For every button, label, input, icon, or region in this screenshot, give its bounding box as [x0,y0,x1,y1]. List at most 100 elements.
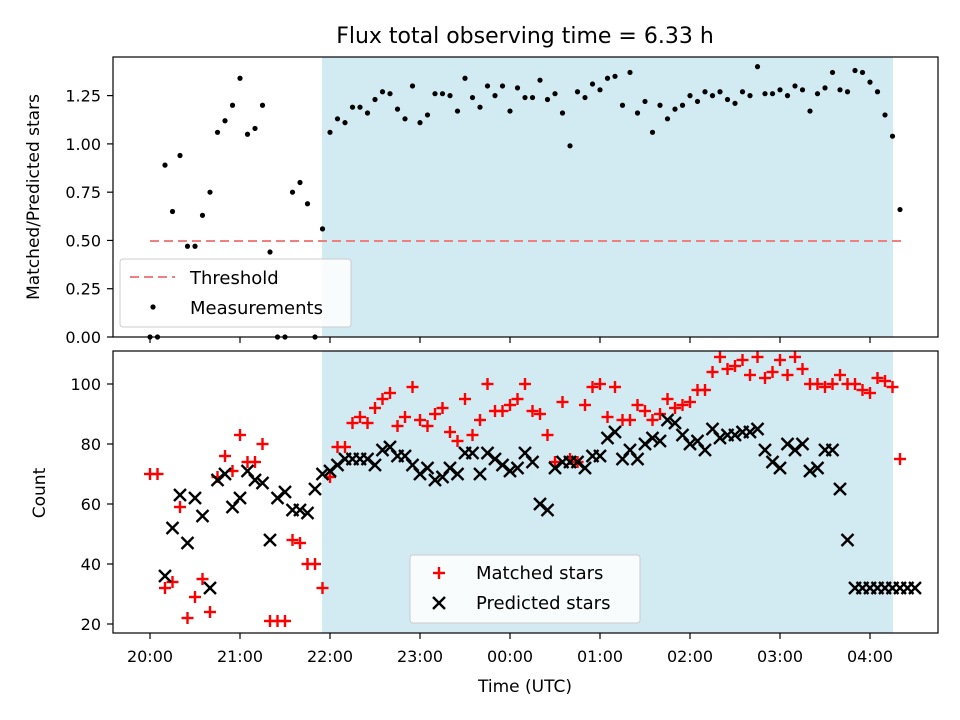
measurement-point [492,93,498,99]
measurement-point [222,118,228,124]
matched-star-point [196,573,209,585]
measurement-point [334,116,341,122]
measurement-point [199,212,206,218]
predicted-star-point [195,509,210,523]
matched-star-point [699,384,711,396]
matched-star-point [459,393,471,405]
measurement-point [807,108,813,114]
measurement-point [747,93,753,99]
predicted-star-point [630,452,645,466]
matched-star-point [279,615,291,627]
measurement-point [544,96,551,103]
matched-star-point [864,387,876,399]
matched-star-point [406,381,419,393]
top-y-axis: 0.00 0.25 0.50 0.75 1.00 1.25 [65,87,113,347]
matched-star-point [174,501,186,513]
predicted-star-point [293,503,307,517]
matched-star-point [384,387,396,399]
measurement-point [874,89,881,95]
matched-star-point [676,399,689,411]
measurement-point [567,143,573,149]
measurement-point [597,87,603,93]
predicted-star-point [263,533,277,547]
measurement-point [319,226,326,232]
predicted-star-point [180,536,195,550]
measurement-point [372,96,378,103]
predicted-star-point [173,488,187,502]
measurement-point [402,116,408,122]
legend-measurements-label: Measurements [190,298,323,319]
predicted-star-point [450,467,465,481]
measurement-point [627,69,633,76]
predicted-star-point [203,581,217,595]
predicted-star-point [810,461,825,475]
measurement-point [237,75,243,81]
predicted-star-point [908,581,922,595]
predicted-star-point [525,455,540,469]
measurement-point [297,179,303,186]
bottom-y-tick-label: 80 [81,435,101,454]
bottom-y-tick-label: 20 [81,615,101,634]
measurement-point [687,93,693,99]
measurement-point [769,91,776,97]
top-y-tick-label: 1.25 [65,87,101,106]
measurement-point [822,85,828,91]
matched-star-point [766,366,779,378]
matched-star-point [181,612,194,624]
predicted-star-point [593,449,607,463]
matched-star-point [339,441,351,453]
predicted-star-point [375,443,390,457]
top-y-tick-label: 0.25 [65,280,101,299]
measurement-point [447,93,453,99]
matched-star-point [166,576,179,588]
measurement-point [799,87,806,93]
matched-star-point [399,411,411,423]
predicted-star-point [510,461,525,475]
predicted-star-point [668,416,682,430]
matched-star-point [429,408,441,420]
predicted-star-point [420,461,435,475]
predicted-star-point [758,443,772,457]
matched-star-point [594,378,606,390]
predicted-star-point [503,464,517,478]
measurement-point [259,102,266,108]
predicted-star-point [578,461,592,475]
matched-star-point [579,399,591,411]
matched-star-point [474,414,486,426]
measurement-point [604,75,611,81]
matched-star-point [684,396,696,408]
matched-star-point [346,417,359,429]
matched-star-point [894,453,906,465]
predicted-star-point [803,464,817,478]
measurement-point [162,162,168,168]
x-tick-label: 01:00 [577,647,623,666]
measurement-point [357,104,363,110]
legend-matched-swatch [433,567,445,579]
matched-star-point [601,411,614,423]
measurement-point [814,91,821,97]
top-legend: Threshold Measurements [119,258,352,328]
measurement-point [694,98,701,105]
matched-star-point [256,438,269,450]
measurement-point [762,91,768,97]
matched-star-point [781,369,794,381]
matched-star-point [481,378,494,390]
bottom-y-axis-label: Count [30,467,50,518]
measurement-point [897,206,903,213]
predicted-star-point [840,533,855,547]
top-y-tick-label: 1.00 [65,135,101,154]
measurement-point [454,108,461,114]
predicted-star-point [540,503,555,517]
matched-star-point [609,381,621,393]
matched-star-point [856,384,869,396]
measurement-point [844,89,851,95]
predicted-star-point [300,506,315,520]
measurement-point [477,104,483,110]
measurement-point [184,243,191,249]
matched-star-point [496,405,509,417]
bottom-plot-frame [112,350,939,634]
measurement-point [777,87,783,93]
measurement-point [387,91,393,97]
bottom-y-axis: 20 40 60 80 100 [70,375,113,634]
